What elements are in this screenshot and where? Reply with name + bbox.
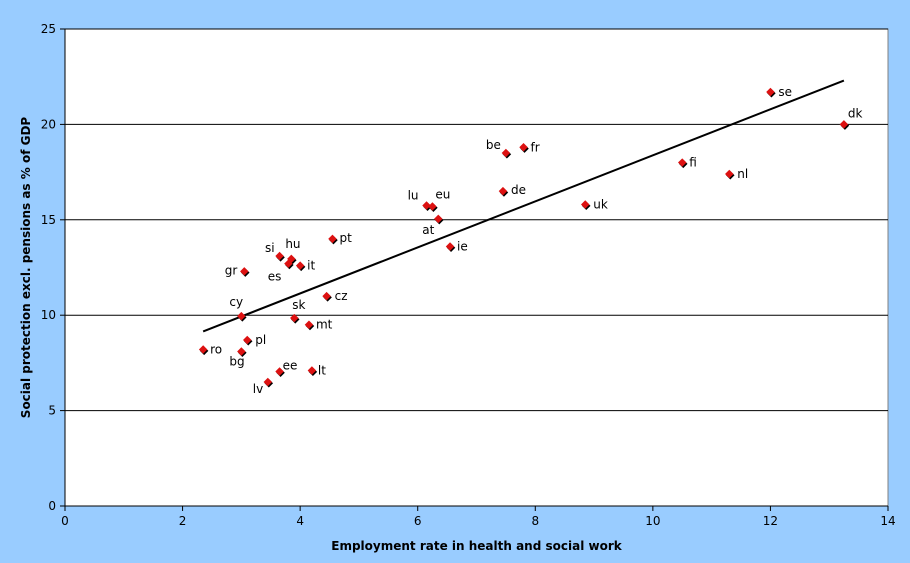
- x-axis-title: Employment rate in health and social wor…: [331, 539, 622, 553]
- data-point-es: es: [268, 259, 294, 284]
- data-point-ie: ie: [445, 240, 468, 254]
- data-point-gr: gr: [225, 263, 250, 277]
- data-point-lu: lu: [408, 188, 432, 212]
- point-label: de: [511, 183, 526, 197]
- data-point-pl: pl: [242, 333, 266, 347]
- point-label: se: [778, 85, 792, 99]
- point-label: eu: [435, 187, 450, 201]
- point-label: pt: [339, 231, 352, 245]
- data-point-ee: ee: [275, 358, 298, 378]
- x-tick-label: 6: [414, 514, 422, 528]
- point-label: mt: [316, 318, 333, 332]
- x-tick-label: 14: [880, 514, 895, 528]
- point-label: ie: [457, 240, 468, 254]
- marker: [428, 202, 437, 211]
- x-tick-label: 4: [296, 514, 304, 528]
- point-label: es: [268, 270, 282, 284]
- y-tick-label: 15: [41, 213, 56, 227]
- marker: [501, 148, 511, 158]
- x-tick-label: 12: [763, 514, 778, 528]
- y-tick-label: 0: [48, 499, 56, 513]
- marker: [263, 377, 273, 387]
- point-label: fr: [531, 140, 540, 154]
- marker: [237, 347, 246, 356]
- data-point-sk: sk: [290, 298, 306, 324]
- x-tick-label: 2: [179, 514, 187, 528]
- marker: [422, 201, 431, 210]
- point-label: fi: [689, 156, 697, 170]
- data-point-eu: eu: [428, 187, 450, 212]
- data-point-lv: lv: [253, 377, 274, 396]
- marker: [328, 234, 337, 244]
- point-label: it: [307, 259, 315, 273]
- y-tick-label: 20: [41, 117, 56, 131]
- marker: [498, 186, 508, 196]
- point-label: si: [265, 241, 275, 255]
- marker: [237, 311, 246, 321]
- y-tick-label: 25: [41, 22, 56, 36]
- point-label: lu: [408, 188, 419, 202]
- data-point-mt: mt: [304, 318, 333, 332]
- marker: [322, 291, 331, 301]
- data-point-it: it: [295, 259, 315, 273]
- marker: [242, 335, 252, 345]
- point-label: ro: [210, 343, 222, 357]
- point-label: ee: [283, 358, 298, 372]
- axes: 0 5 10 15 20 25 0 2 4 6 8 10 12 14: [41, 22, 896, 528]
- point-label: be: [486, 138, 501, 152]
- point-label: cy: [229, 295, 243, 309]
- marker: [434, 214, 443, 224]
- marker: [284, 259, 293, 268]
- marker: [307, 366, 317, 375]
- marker: [275, 251, 284, 261]
- marker: [304, 320, 314, 329]
- point-label: uk: [593, 198, 608, 212]
- marker: [240, 267, 249, 276]
- data-point-de: de: [498, 183, 526, 197]
- data-point-lt: lt: [307, 364, 326, 378]
- point-label: nl: [737, 167, 748, 181]
- data-point-be: be: [486, 138, 512, 159]
- y-tick-label: 5: [48, 404, 56, 418]
- point-label: dk: [848, 106, 863, 120]
- point-label: hu: [285, 237, 300, 251]
- y-axis-title: Social protection excl. pensions as % of…: [19, 117, 33, 419]
- point-label: sk: [292, 298, 305, 312]
- marker: [445, 242, 455, 251]
- trendline-group: [202, 79, 845, 333]
- marker: [275, 367, 284, 376]
- data-point-cz: cz: [322, 289, 348, 303]
- point-label: at: [422, 223, 434, 237]
- data-point-si: si: [265, 241, 285, 262]
- point-label: cz: [335, 289, 348, 303]
- data-point-pt: pt: [328, 231, 352, 245]
- gridlines: [65, 28, 888, 412]
- point-label: lv: [253, 382, 263, 396]
- trendline: [202, 79, 845, 333]
- y-tick-label: 10: [41, 308, 56, 322]
- marker: [290, 313, 299, 323]
- x-tick-label: 0: [61, 514, 69, 528]
- x-tick-label: 8: [531, 514, 539, 528]
- data-point-bg: bg: [229, 347, 247, 368]
- x-tick-label: 10: [645, 514, 660, 528]
- marker: [198, 345, 208, 354]
- point-label: pl: [255, 333, 266, 347]
- marker: [295, 261, 305, 270]
- plot-area: [64, 28, 889, 507]
- data-point-at: at: [422, 214, 444, 237]
- point-label: bg: [229, 354, 244, 368]
- point-label: gr: [225, 263, 238, 277]
- point-label: lt: [318, 364, 326, 378]
